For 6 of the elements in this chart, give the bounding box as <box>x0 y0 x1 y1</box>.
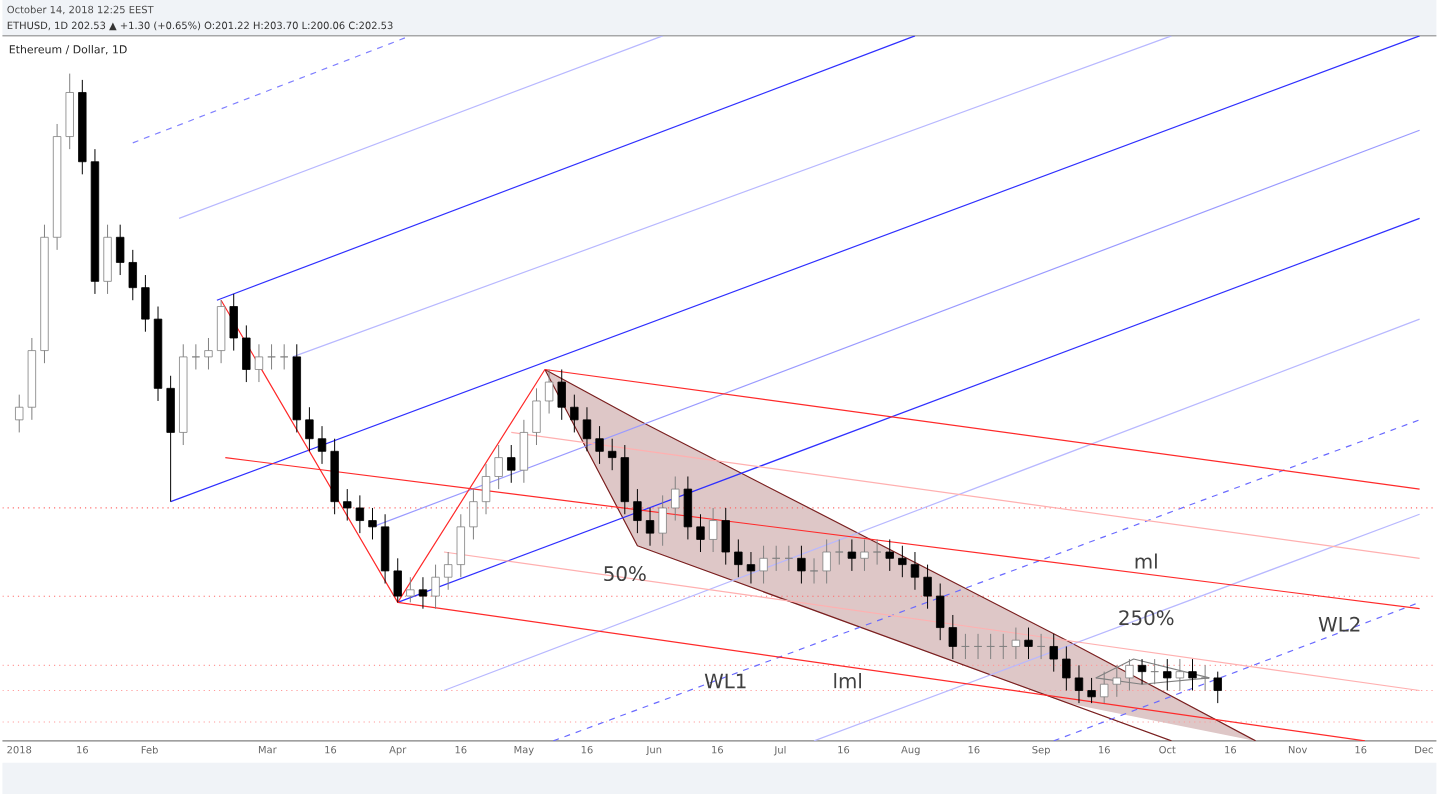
annotation: WL2 <box>1318 616 1360 632</box>
annotation: 50% <box>604 565 646 581</box>
annotation: lml <box>834 672 861 688</box>
annotation: 250% <box>1119 609 1174 625</box>
annotation: ml <box>1135 553 1157 569</box>
annotation: WL1 <box>704 673 746 688</box>
